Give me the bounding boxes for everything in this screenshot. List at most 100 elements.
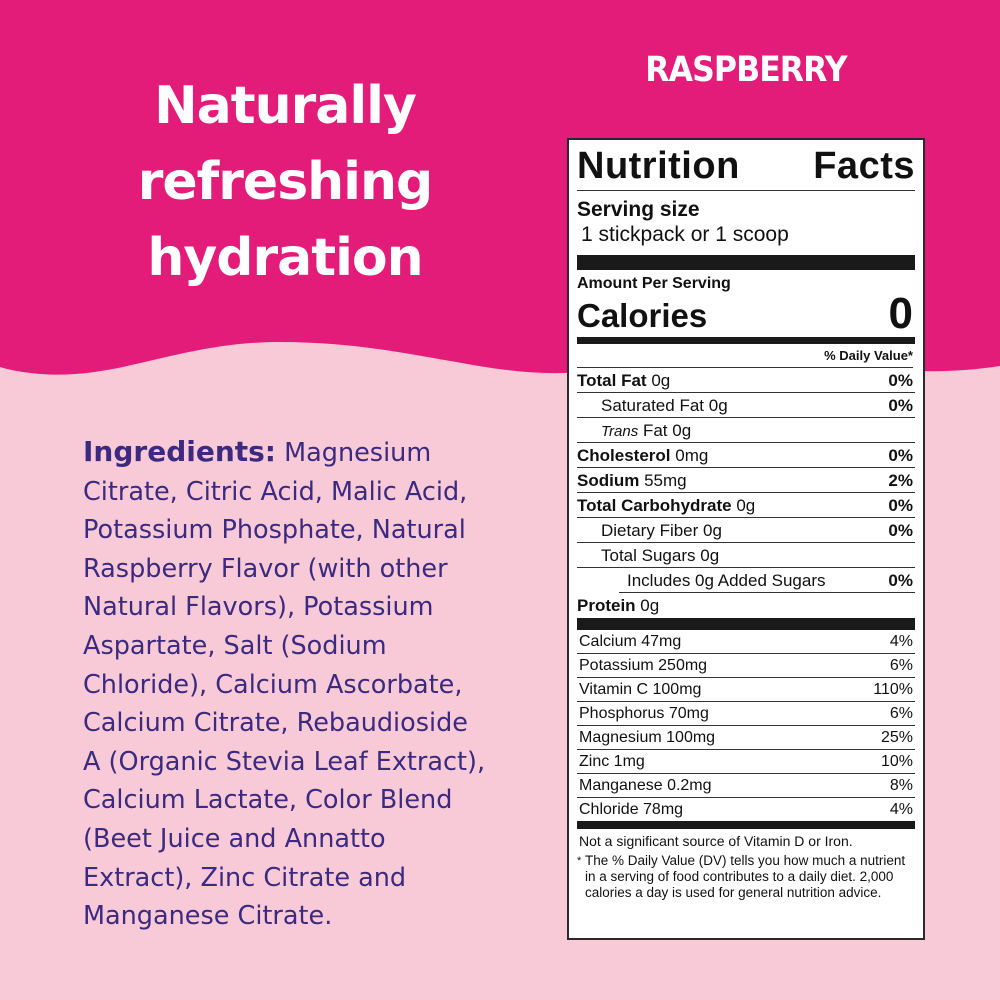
daily-value-percent: 0%: [888, 371, 913, 390]
nutrient-label: Total Sugars 0g: [601, 543, 719, 567]
nutrition-facts-title: Nutrition Facts: [577, 140, 915, 191]
vitamin-row: Zinc 1mg 10%: [577, 750, 915, 774]
not-significant-note: Not a significant source of Vitamin D or…: [579, 833, 853, 849]
nutrient-name: Dietary Fiber: [601, 521, 699, 540]
headline-line: refreshing: [137, 152, 433, 212]
ingredients-line: (Beet Juice and Annatto: [83, 823, 386, 854]
nutrient-row: Includes 0g Added Sugars 0%: [619, 568, 915, 593]
footnote-text: The % Daily Value (DV) tells you how muc…: [585, 853, 906, 900]
vitamin-percent: 4%: [889, 633, 913, 650]
nutrient-amount: 0g: [700, 546, 720, 565]
daily-value-header: % Daily Value*: [577, 344, 913, 368]
vitamin-name: Calcium 47mg: [579, 633, 682, 650]
nutrient-name: Cholesterol: [577, 446, 671, 465]
nutrient-label: Includes 0g Added Sugars: [627, 568, 825, 592]
thick-divider: [577, 618, 915, 630]
ingredients-line: Chloride), Calcium Ascorbate,: [83, 669, 463, 700]
nutrient-name: Trans: [601, 423, 639, 440]
nutrient-row: Trans Fat 0g: [577, 418, 915, 443]
ingredients: Ingredients: Magnesium Citrate, Citric A…: [83, 433, 485, 936]
nutrient-amount: 0g: [703, 521, 722, 540]
title-word: Facts: [813, 145, 915, 187]
nutrient-label: Dietary Fiber 0g: [601, 518, 722, 542]
nutrient-row: Protein 0g: [577, 593, 915, 617]
ingredients-line: Calcium Citrate, Rebaudioside: [83, 708, 468, 739]
title-word: Nutrition: [577, 145, 740, 187]
vitamin-name: Potassium 250mg: [579, 657, 708, 674]
vitamin-percent: 6%: [889, 657, 913, 674]
nutrient-amount: 0g: [640, 596, 660, 615]
daily-value-percent: 0%: [888, 446, 913, 465]
serving-size-value: 1 stickpack or 1 scoop: [581, 223, 789, 246]
ingredients-line: A (Organic Stevia Leaf Extract),: [83, 746, 486, 777]
nutrient-label: Trans Fat 0g: [601, 418, 691, 442]
vitamin-name: Vitamin C 100mg: [579, 681, 702, 698]
nutrient-row: Saturated Fat 0g 0%: [577, 393, 915, 418]
daily-value-percent: 0%: [888, 396, 913, 415]
vitamin-row: Vitamin C 100mg 110%: [577, 678, 915, 702]
calories-label: Calories: [577, 297, 708, 334]
vitamin-row: Magnesium 100mg 25%: [577, 726, 915, 750]
vitamin-percent: 110%: [873, 681, 913, 698]
vitamin-percent: 8%: [889, 777, 913, 794]
vitamin-row: Chloride 78mg 4%: [577, 798, 915, 821]
nutrient-name-suffix: Fat: [642, 421, 668, 440]
nutrient-amount: 0g: [736, 496, 756, 515]
ingredients-label: Ingredients:: [83, 435, 277, 468]
calories-value: 0: [888, 289, 913, 338]
medium-divider: [577, 821, 915, 829]
headline-line: hydration: [147, 228, 423, 288]
amount-per-serving: Amount Per Serving: [577, 275, 731, 292]
nutrient-name: Total Sugars: [601, 546, 696, 565]
vitamin-percent: 10%: [880, 753, 913, 770]
nutrient-row: Total Sugars 0g: [577, 543, 915, 568]
vitamin-name: Magnesium 100mg: [579, 729, 716, 746]
nutrient-amount: 0g: [651, 371, 671, 390]
nutrient-name: Includes 0g Added Sugars: [627, 571, 826, 590]
vitamin-name: Phosphorus 70mg: [579, 705, 709, 722]
calories-row: Calories 0: [577, 289, 915, 338]
thick-divider: [577, 255, 915, 270]
ingredients-line: Natural Flavors), Potassium: [83, 592, 434, 623]
nutrient-label: Sodium 55mg: [577, 468, 687, 492]
medium-divider: [577, 337, 915, 344]
nutrient-amount: 0g: [708, 396, 728, 415]
vitamin-percent: 4%: [889, 801, 913, 818]
vitamin-name: Zinc 1mg: [579, 753, 645, 770]
vitamin-row: Calcium 47mg 4%: [577, 630, 915, 654]
nutrient-amount: 0g: [672, 421, 692, 440]
ingredients-line: Citrate, Citric Acid, Malic Acid,: [83, 476, 468, 507]
vitamin-row: Manganese 0.2mg 8%: [577, 774, 915, 798]
nutrient-label: Protein 0g: [577, 593, 659, 617]
headline: Naturally refreshing hydration: [60, 68, 510, 296]
nutrient-label: Total Fat 0g: [577, 368, 670, 392]
nutrient-name: Total Fat: [577, 371, 647, 390]
footnote: * The % Daily Value (DV) tells you how m…: [577, 853, 915, 901]
vitamin-row: Phosphorus 70mg 6%: [577, 702, 915, 726]
nutrient-name: Protein: [577, 596, 636, 615]
daily-value-percent: 0%: [888, 571, 913, 590]
ingredients-line: Aspartate, Salt (Sodium: [83, 630, 387, 661]
nutrient-row: Sodium 55mg 2%: [577, 468, 915, 493]
nutrient-label: Saturated Fat 0g: [601, 393, 728, 417]
footnote-star: *: [577, 855, 582, 867]
flavor-name: RASPBERRY: [645, 50, 847, 90]
nutrient-label: Cholesterol 0mg: [577, 443, 708, 467]
daily-value-percent: 2%: [888, 471, 913, 490]
ingredients-line: Potassium Phosphate, Natural: [83, 515, 466, 546]
nutrient-row: Dietary Fiber 0g 0%: [577, 518, 915, 543]
vitamin-name: Chloride 78mg: [579, 801, 684, 818]
nutrient-name: Saturated Fat: [601, 396, 705, 415]
ingredients-line: Magnesium: [284, 438, 432, 468]
nutrient-name: Total Carbohydrate: [577, 496, 732, 515]
nutrient-row: Total Fat 0g 0%: [577, 368, 915, 393]
vitamin-percent: 6%: [889, 705, 913, 722]
nutrient-amount: 0mg: [675, 446, 709, 465]
vitamin-row: Potassium 250mg 6%: [577, 654, 915, 678]
vitamin-percent: 25%: [880, 729, 913, 746]
serving-size-label: Serving size: [577, 198, 700, 221]
daily-value-percent: 0%: [888, 521, 913, 540]
nutrition-facts-label: Nutrition Facts Serving size 1 stickpack…: [567, 138, 925, 940]
ingredients-line: Raspberry Flavor (with other: [83, 553, 448, 584]
ingredients-line: Extract), Zinc Citrate and: [83, 862, 407, 893]
